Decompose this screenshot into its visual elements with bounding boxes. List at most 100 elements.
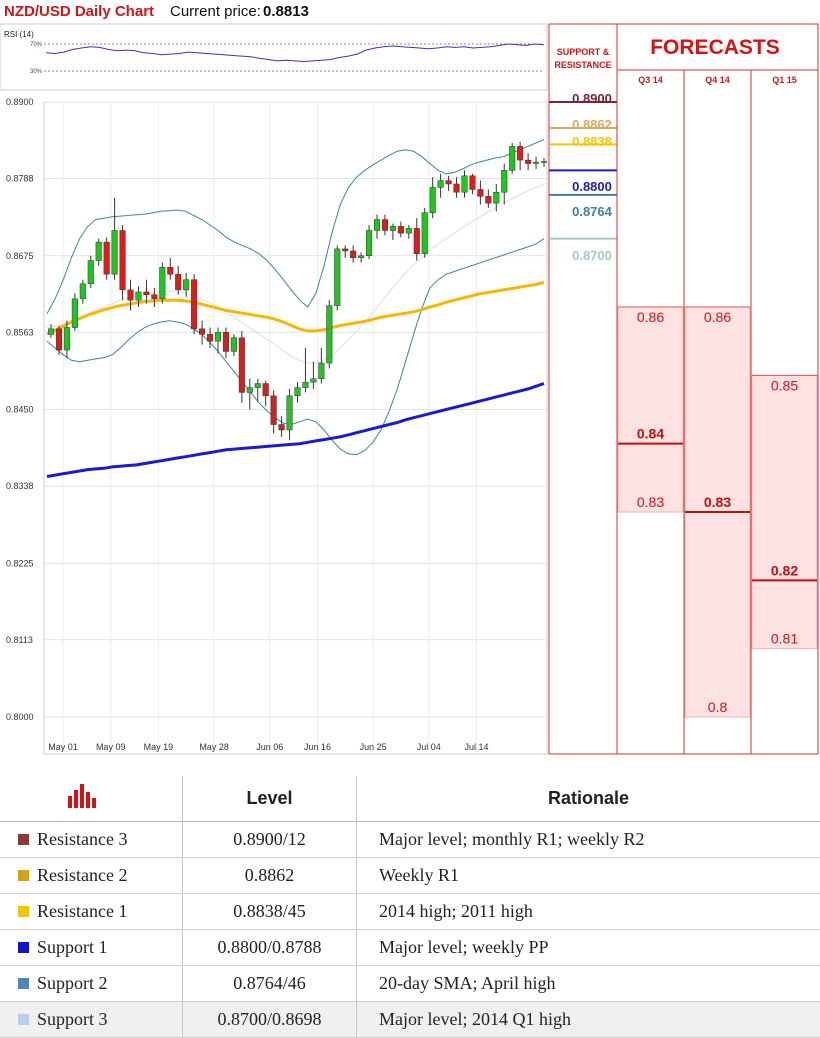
- candle-body: [255, 384, 261, 388]
- candle-body: [398, 226, 404, 233]
- y-tick-label: 0.8225: [6, 558, 34, 568]
- y-tick-label: 0.8113: [6, 635, 33, 645]
- candle-body: [303, 382, 309, 387]
- x-tick-label: Jun 16: [304, 742, 331, 752]
- candle-body: [263, 384, 269, 396]
- candle-body: [136, 292, 142, 300]
- row-name: Support 3: [37, 1009, 108, 1029]
- row-name-cell: Support 2: [0, 966, 183, 1002]
- row-name: Resistance 2: [37, 865, 127, 885]
- x-tick-label: May 28: [199, 742, 229, 752]
- row-level: 0.8700/0.8698: [183, 1002, 357, 1038]
- row-name-cell: Support 1: [0, 930, 183, 966]
- forecast-range: [752, 375, 817, 648]
- candle-body: [374, 220, 380, 231]
- legend-swatch: [18, 906, 29, 917]
- forecast-range: [618, 307, 683, 512]
- row-name-cell: Resistance 2: [0, 858, 183, 894]
- x-tick-label: May 19: [144, 742, 174, 752]
- candle-body: [175, 274, 181, 290]
- forecast-high-label: 0.86: [704, 309, 731, 325]
- candle-body: [271, 396, 277, 425]
- candle-body: [239, 338, 245, 393]
- x-tick-label: Jul 14: [464, 742, 488, 752]
- candle-body: [247, 388, 253, 393]
- forecast-mid-label: 0.84: [637, 426, 664, 442]
- candle-body: [478, 189, 484, 196]
- candle-body: [525, 160, 531, 163]
- candle-body: [183, 280, 189, 290]
- candle-body: [350, 251, 356, 258]
- sr-title-line2: RESISTANCE: [554, 60, 611, 70]
- row-name: Resistance 3: [37, 829, 127, 849]
- forecast-column-label: Q4 14: [705, 75, 730, 85]
- forecast-title: FORECASTS: [650, 36, 780, 59]
- row-name: Support 1: [37, 937, 108, 957]
- y-tick-label: 0.8675: [6, 251, 34, 261]
- candle-body: [120, 230, 126, 289]
- row-name-cell: Resistance 3: [0, 822, 183, 858]
- price-value: 0.8813: [263, 3, 309, 20]
- rsi-30-label: 30%: [30, 69, 43, 75]
- sr-level-label: 0.8862: [572, 117, 612, 132]
- candle-body: [446, 181, 452, 184]
- candle-body: [152, 295, 158, 299]
- candle-body: [438, 181, 444, 188]
- candle-body: [414, 228, 420, 253]
- candle-body: [358, 256, 364, 258]
- y-tick-label: 0.8788: [6, 174, 34, 184]
- row-rationale: Major level; 2014 Q1 high: [357, 1002, 820, 1038]
- candle-body: [223, 332, 229, 351]
- sr-level-label: 0.8700: [572, 248, 612, 263]
- candle-body: [295, 388, 301, 396]
- sr-level-label: 0.8838: [572, 134, 612, 149]
- y-tick-label: 0.8900: [6, 97, 34, 107]
- row-rationale: 20-day SMA; April high: [357, 966, 820, 1002]
- legend-swatch: [18, 978, 29, 989]
- legend-swatch: [18, 870, 29, 881]
- forecast-mid-label: 0.83: [704, 494, 731, 510]
- candle-body: [509, 146, 515, 170]
- row-rationale: Major level; weekly PP: [357, 930, 820, 966]
- forecast-column-label: Q3 14: [638, 75, 663, 85]
- x-tick-label: May 09: [96, 742, 126, 752]
- candle-body: [231, 338, 237, 352]
- forecast-column-label: Q1 15: [772, 75, 797, 85]
- candle-body: [167, 267, 173, 274]
- bar-chart-icon: [66, 782, 100, 810]
- y-tick-label: 0.8338: [6, 481, 34, 491]
- candle-body: [128, 290, 134, 300]
- row-level: 0.8862: [183, 858, 357, 894]
- candle-body: [96, 242, 102, 260]
- table-header-rationale: Rationale: [357, 776, 820, 822]
- candle-body: [390, 226, 396, 230]
- candle-body: [215, 332, 221, 341]
- candle-body: [422, 213, 428, 254]
- candle-body: [56, 329, 62, 350]
- x-tick-label: Jun 06: [256, 742, 283, 752]
- chart-title: NZD/USD Daily Chart: [4, 3, 154, 20]
- candle-body: [144, 292, 150, 295]
- candle-body: [406, 228, 412, 233]
- candle-body: [160, 267, 166, 298]
- candle-body: [327, 306, 333, 363]
- forecast-low-label: 0.81: [771, 631, 798, 647]
- row-level: 0.8900/12: [183, 822, 357, 858]
- table-header-icon-cell: [0, 776, 183, 822]
- x-tick-label: May 01: [48, 742, 78, 752]
- row-name-cell: Resistance 1: [0, 894, 183, 930]
- legend-swatch: [18, 834, 29, 845]
- candle-body: [470, 176, 476, 190]
- sr-level-label: 0.8900: [572, 91, 612, 106]
- legend-swatch: [18, 942, 29, 953]
- candle-body: [199, 329, 205, 334]
- candle-body: [319, 363, 325, 379]
- y-tick-label: 0.8450: [6, 405, 34, 415]
- sr-level-label: 0.8800: [572, 179, 612, 194]
- candle-body: [287, 396, 293, 430]
- candle-body: [72, 299, 78, 328]
